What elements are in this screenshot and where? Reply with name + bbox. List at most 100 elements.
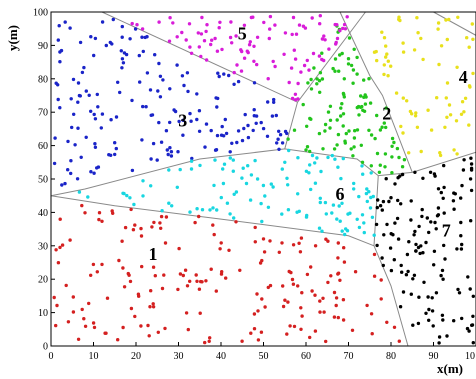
data-point-cluster-1 xyxy=(128,279,133,284)
data-point-cluster-3 xyxy=(111,17,116,22)
data-point-cluster-1 xyxy=(298,250,303,254)
data-point-cluster-7 xyxy=(401,290,406,294)
data-point-cluster-7 xyxy=(467,329,471,333)
data-point-cluster-6 xyxy=(263,194,267,198)
data-point-cluster-1 xyxy=(105,296,110,300)
data-point-cluster-6 xyxy=(330,153,334,158)
data-point-cluster-7 xyxy=(441,196,445,200)
data-point-cluster-1 xyxy=(91,262,96,267)
data-point-cluster-5 xyxy=(251,15,255,19)
data-point-cluster-7 xyxy=(409,199,413,203)
data-point-cluster-3 xyxy=(95,166,99,170)
data-point-cluster-7 xyxy=(469,188,474,193)
data-point-cluster-7 xyxy=(443,257,447,261)
data-point-cluster-1 xyxy=(89,273,93,277)
data-point-cluster-2 xyxy=(382,121,386,125)
data-point-cluster-6 xyxy=(269,182,273,186)
data-point-cluster-7 xyxy=(441,318,445,322)
data-point-cluster-5 xyxy=(320,57,324,62)
data-point-cluster-3 xyxy=(113,152,117,157)
data-point-cluster-3 xyxy=(122,51,127,55)
data-point-cluster-1 xyxy=(291,282,296,286)
data-point-cluster-1 xyxy=(365,303,369,308)
data-point-cluster-6 xyxy=(121,191,125,195)
data-point-cluster-3 xyxy=(252,114,256,118)
data-point-cluster-1 xyxy=(151,305,156,309)
data-point-cluster-2 xyxy=(328,104,333,109)
data-point-cluster-1 xyxy=(95,270,100,274)
data-point-cluster-4 xyxy=(445,81,450,85)
data-point-cluster-5 xyxy=(202,39,207,43)
data-point-cluster-4 xyxy=(382,63,386,67)
data-point-cluster-5 xyxy=(345,15,349,19)
data-point-cluster-2 xyxy=(338,53,342,57)
data-point-cluster-3 xyxy=(261,126,266,131)
data-point-cluster-4 xyxy=(467,84,472,88)
data-point-cluster-1 xyxy=(299,327,303,331)
data-point-cluster-1 xyxy=(54,248,58,252)
data-point-cluster-3 xyxy=(120,66,124,70)
plot-frame xyxy=(50,11,476,347)
data-point-cluster-7 xyxy=(398,305,403,309)
data-point-cluster-1 xyxy=(332,315,337,319)
data-point-cluster-7 xyxy=(411,277,415,281)
data-point-cluster-3 xyxy=(120,35,124,39)
data-point-cluster-1 xyxy=(287,269,291,274)
data-point-cluster-6 xyxy=(320,229,324,233)
data-point-cluster-7 xyxy=(412,233,416,237)
data-points xyxy=(52,14,475,345)
data-point-cluster-2 xyxy=(363,102,368,106)
data-point-cluster-7 xyxy=(466,275,470,279)
data-point-cluster-7 xyxy=(433,220,437,225)
data-point-cluster-6 xyxy=(249,173,254,177)
data-point-cluster-7 xyxy=(459,220,463,225)
data-point-cluster-1 xyxy=(208,336,212,340)
data-point-cluster-2 xyxy=(368,101,373,105)
data-point-cluster-1 xyxy=(158,221,162,225)
data-point-cluster-5 xyxy=(268,27,272,31)
data-point-cluster-3 xyxy=(283,129,288,134)
data-point-cluster-2 xyxy=(305,145,310,149)
data-point-cluster-7 xyxy=(440,313,445,317)
data-point-cluster-3 xyxy=(57,24,61,28)
data-point-cluster-1 xyxy=(148,305,152,309)
data-point-cluster-3 xyxy=(145,35,149,39)
data-point-cluster-7 xyxy=(385,222,389,227)
data-point-cluster-6 xyxy=(319,169,323,174)
data-point-cluster-3 xyxy=(113,141,117,145)
data-point-cluster-7 xyxy=(469,219,473,223)
data-point-cluster-3 xyxy=(121,61,126,65)
data-point-cluster-6 xyxy=(198,163,202,168)
data-point-cluster-1 xyxy=(256,338,261,342)
data-point-cluster-3 xyxy=(104,43,109,48)
data-point-cluster-2 xyxy=(321,147,325,151)
data-point-cluster-2 xyxy=(341,124,345,128)
data-point-cluster-3 xyxy=(100,20,105,24)
data-point-cluster-3 xyxy=(69,159,73,163)
data-point-cluster-3 xyxy=(141,104,145,109)
data-point-cluster-4 xyxy=(398,18,402,23)
data-point-cluster-5 xyxy=(327,47,331,51)
data-point-cluster-4 xyxy=(380,30,384,34)
data-point-cluster-5 xyxy=(301,24,306,28)
data-point-cluster-5 xyxy=(296,81,300,86)
data-point-cluster-3 xyxy=(133,27,138,31)
data-point-cluster-3 xyxy=(182,83,186,88)
data-point-cluster-2 xyxy=(335,143,339,147)
data-point-cluster-3 xyxy=(84,135,88,139)
data-point-cluster-3 xyxy=(276,137,280,141)
data-point-cluster-1 xyxy=(342,246,346,250)
data-point-cluster-5 xyxy=(311,51,316,56)
data-point-cluster-3 xyxy=(228,150,232,154)
data-point-cluster-3 xyxy=(76,81,81,85)
data-point-cluster-3 xyxy=(222,72,226,76)
data-point-cluster-6 xyxy=(244,181,249,186)
data-point-cluster-3 xyxy=(84,89,89,93)
data-point-cluster-1 xyxy=(178,272,183,276)
data-point-cluster-1 xyxy=(160,286,165,291)
data-point-cluster-3 xyxy=(158,95,163,99)
data-point-cluster-1 xyxy=(336,241,340,245)
data-point-cluster-7 xyxy=(453,192,457,196)
data-point-cluster-3 xyxy=(275,141,279,145)
data-point-cluster-1 xyxy=(310,289,314,293)
